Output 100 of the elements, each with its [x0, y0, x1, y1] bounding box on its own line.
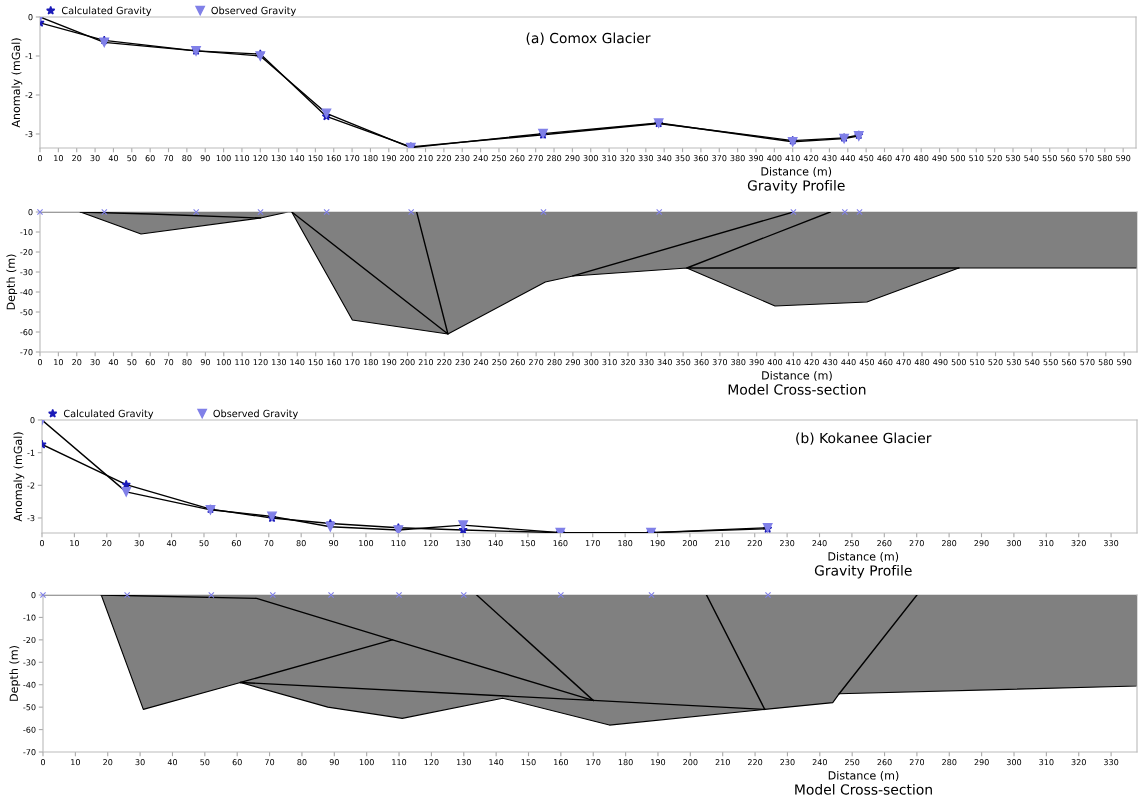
y-tick-label: -2 [25, 92, 33, 99]
x-tick-label: 330 [1104, 540, 1119, 547]
x-tick-label: 200 [400, 155, 415, 162]
x-tick-label: 410 [785, 155, 800, 162]
y-tick-label: -30 [20, 269, 33, 276]
x-axis-title: Distance (m) [761, 167, 832, 177]
y-tick-label: -10 [20, 229, 33, 236]
x-tick-label: 470 [895, 155, 910, 162]
x-tick-label: 110 [392, 759, 407, 766]
x-tick-label: 70 [264, 540, 274, 547]
x-tick-label: 250 [492, 359, 507, 366]
y-tick-label: -20 [23, 636, 36, 644]
x-tick-label: 510 [969, 155, 984, 162]
legend-label: Observed Gravity [211, 6, 296, 17]
y-tick-label: 0 [31, 592, 36, 599]
x-tick-label: 290 [565, 359, 581, 366]
x-tick-label: 560 [1061, 359, 1077, 366]
legend-label: Calculated Gravity [61, 6, 152, 17]
x-tick-label: 330 [639, 359, 654, 366]
x-tick-label: 20 [72, 359, 82, 366]
x-tick-label: 130 [272, 359, 287, 366]
x-tick-label: 390 [748, 155, 764, 162]
x-tick-label: 320 [1071, 540, 1086, 547]
x-tick-label: 130 [456, 540, 471, 547]
x-tick-label: 0 [40, 759, 46, 766]
x-tick-label: 0 [39, 540, 45, 547]
x-tick-label: 180 [618, 759, 633, 766]
y-tick-label: -60 [23, 726, 36, 733]
x-tick-label: 80 [182, 155, 192, 162]
text: Gravity Profile [747, 180, 845, 194]
x-tick-label: 510 [970, 359, 985, 366]
x-tick-label: 220 [437, 359, 452, 366]
x-tick-label: 310 [1039, 759, 1054, 766]
y-tick-label: -40 [23, 681, 36, 688]
x-tick-label: 60 [145, 359, 155, 366]
x-tick-label: 340 [657, 155, 672, 162]
x-tick-label: 150 [521, 540, 536, 547]
x-tick-label: 230 [455, 359, 470, 366]
x-tick-label: 490 [933, 359, 948, 366]
x-tick-label: 180 [618, 540, 633, 547]
x-tick-label: 550 [1043, 359, 1058, 366]
x-tick-label: 120 [253, 155, 268, 162]
x-tick-label: 460 [877, 155, 892, 162]
x-tick-label: 290 [974, 540, 989, 547]
x-tick-label: 210 [418, 359, 434, 366]
x-tick-label: 570 [1079, 155, 1094, 162]
x-tick-label: 400 [767, 359, 783, 366]
x-tick-label: 370 [712, 359, 728, 366]
x-tick-label: 260 [877, 540, 892, 547]
x-tick-label: 160 [554, 759, 569, 766]
x-tick-label: 520 [987, 155, 1002, 162]
y-tick-label: -3 [27, 515, 35, 522]
x-tick-label: 110 [235, 155, 250, 162]
x-tick-label: 180 [363, 155, 378, 162]
x-tick-label: 450 [859, 359, 875, 366]
x-tick-label: 450 [858, 155, 874, 162]
x-tick-label: 30 [90, 359, 100, 366]
x-tick-label: 330 [1104, 759, 1119, 766]
x-tick-label: 300 [583, 155, 598, 162]
y-axis-title: Anomaly (mGal) [13, 432, 25, 522]
x-tick-label: 520 [988, 359, 1003, 366]
x-tick-label: 290 [974, 759, 989, 766]
x-tick-label: 560 [1061, 155, 1076, 162]
x-tick-label: 120 [423, 540, 438, 547]
y-tick-label: -20 [20, 249, 33, 256]
x-tick-label: 280 [547, 359, 562, 366]
x-tick-label: 160 [326, 155, 341, 162]
x-tick-label: 540 [1024, 155, 1039, 162]
text: Model Cross-section [795, 784, 932, 795]
x-tick-label: 190 [382, 359, 397, 366]
annotation: (b) Kokanee Glacier [796, 432, 932, 445]
x-tick-label: 280 [942, 540, 957, 547]
x-tick-label: 440 [841, 359, 856, 366]
x-tick-label: 230 [455, 155, 470, 162]
x-tick-label: 90 [329, 759, 339, 766]
x-tick-label: 350 [675, 155, 690, 162]
x-tick-label: 150 [521, 759, 536, 766]
y-axis-title: Depth (m) [9, 646, 21, 701]
y-tick-label: -30 [23, 659, 36, 666]
x-tick-label: 140 [290, 359, 305, 366]
x-tick-label: 20 [103, 759, 113, 766]
x-tick-label: 580 [1097, 155, 1112, 162]
text: Gravity Profile [814, 565, 912, 579]
x-tick-label: 50 [127, 359, 137, 366]
x-tick-label: 300 [584, 359, 599, 366]
y-tick-label: 0 [28, 209, 33, 216]
x-tick-label: 50 [199, 540, 209, 547]
x-tick-label: 10 [54, 155, 63, 162]
x-tick-label: 250 [844, 540, 860, 547]
x-tick-label: 240 [473, 155, 488, 162]
x-tick-label: 210 [715, 540, 730, 547]
x-tick-label: 280 [942, 759, 957, 766]
x-tick-label: 90 [200, 155, 210, 162]
x-tick-label: 260 [877, 759, 892, 766]
x-tick-label: 350 [676, 359, 691, 366]
x-tick-label: 250 [491, 155, 507, 162]
x-tick-label: 240 [812, 759, 827, 766]
x-tick-label: 90 [328, 540, 339, 547]
x-tick-label: 300 [1006, 540, 1022, 547]
x-tick-label: 70 [164, 359, 174, 366]
